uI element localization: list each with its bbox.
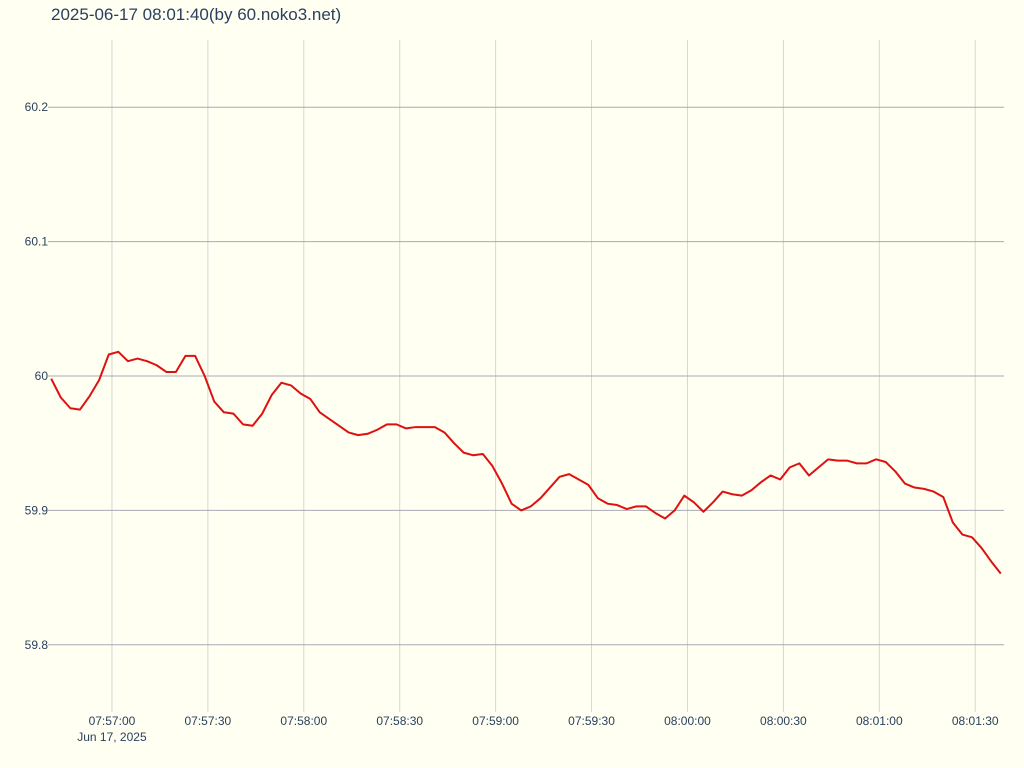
x-tick-label: 08:01:00 bbox=[856, 714, 903, 728]
line bbox=[50, 350, 1002, 575]
x-tick-label: 07:57:00 bbox=[89, 714, 136, 728]
y-tick-label: 60 bbox=[35, 369, 49, 383]
x-tick-label: 07:58:00 bbox=[280, 714, 327, 728]
x-tick-label: 08:01:30 bbox=[952, 714, 999, 728]
y-tick-label: 59.9 bbox=[25, 503, 49, 517]
x-tick-label: 07:59:30 bbox=[568, 714, 615, 728]
y-tick-label: 59.8 bbox=[25, 638, 49, 652]
x-tick-label: 08:00:30 bbox=[760, 714, 807, 728]
chart-title: 2025-06-17 08:01:40(by 60.noko3.net) bbox=[51, 5, 341, 24]
y-tick-label: 60.1 bbox=[25, 235, 49, 249]
x-tick-label: 07:59:00 bbox=[472, 714, 519, 728]
x-tick-label: 08:00:00 bbox=[664, 714, 711, 728]
y-tick-label: 60.2 bbox=[25, 100, 49, 114]
x-tick-label: 07:57:30 bbox=[185, 714, 232, 728]
x-date-label: Jun 17, 2025 bbox=[77, 730, 147, 744]
x-tick-label: 07:58:30 bbox=[376, 714, 423, 728]
